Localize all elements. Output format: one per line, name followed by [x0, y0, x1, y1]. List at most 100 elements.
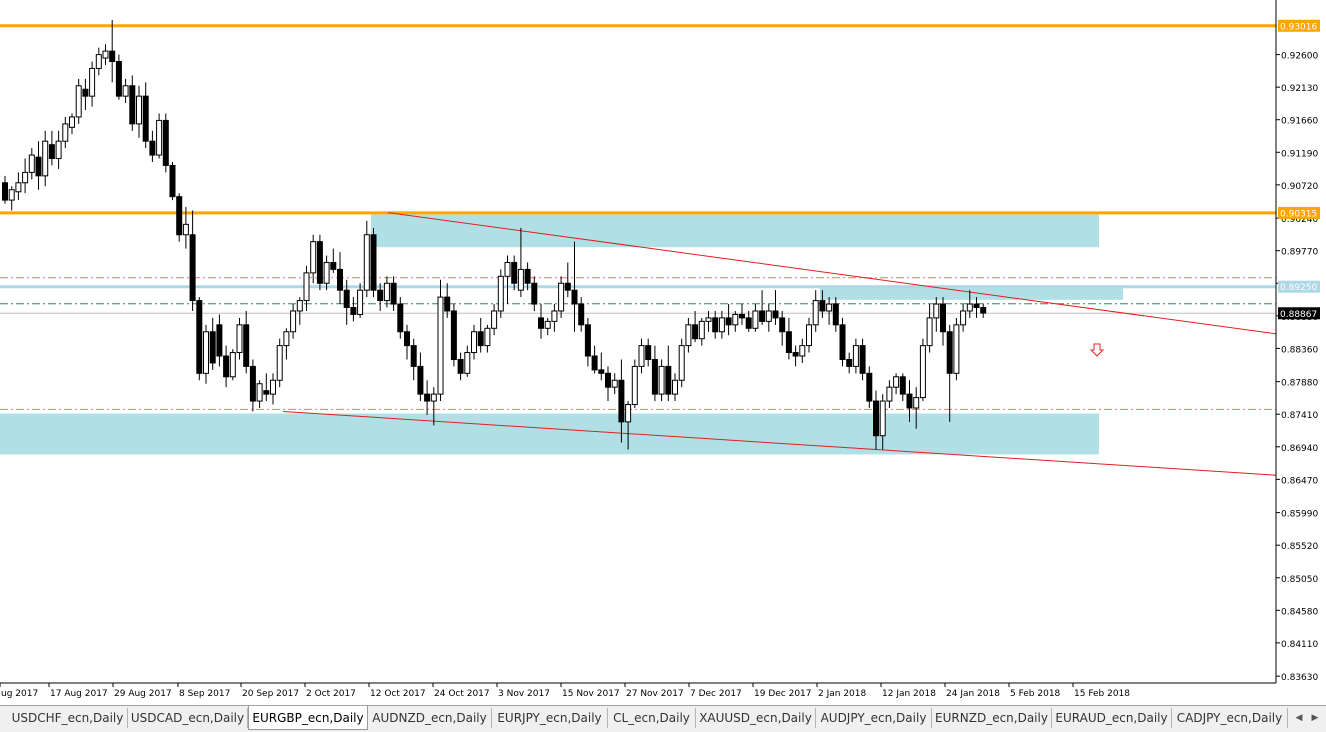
candle: [343, 279, 350, 325]
candle-body: [256, 383, 263, 402]
tab-audnzd-ecn[interactable]: AUDNZD_ecn,Daily: [368, 708, 492, 728]
candle-body: [75, 85, 82, 118]
candle: [866, 366, 873, 408]
tab-euraud-ecn[interactable]: EURAUD_ecn,Daily: [1052, 708, 1172, 728]
candle: [625, 401, 632, 450]
tab-cadjpy-ecn[interactable]: CADJPY_ecn,Daily: [1172, 708, 1288, 728]
candle: [591, 345, 598, 374]
price-tag-label: 0.88867: [1280, 310, 1317, 320]
candle: [236, 317, 243, 360]
price-chart[interactable]: 0.92600 0.92130 0.91660 0.91190 0.90720 0.902…: [0, 0, 1326, 705]
candle-body: [95, 54, 102, 69]
candle: [973, 297, 980, 318]
candle: [444, 283, 451, 318]
tab-audjpy-ecn[interactable]: AUDJPY_ecn,Daily: [816, 708, 932, 728]
candle-body: [819, 300, 826, 312]
candle: [946, 324, 953, 422]
candle-body: [491, 310, 498, 329]
candle-body: [625, 404, 632, 423]
candle-body: [249, 365, 256, 402]
candle-body: [182, 223, 189, 236]
candle: [290, 304, 297, 339]
candle-body: [531, 282, 538, 305]
candle-body: [437, 296, 444, 395]
candle-body: [953, 324, 960, 374]
chevron-left-icon[interactable]: ◀: [1295, 713, 1303, 723]
candle: [55, 130, 62, 169]
candle-body: [142, 95, 149, 142]
candle-body: [752, 310, 759, 329]
candle: [491, 304, 498, 336]
candle: [765, 304, 772, 332]
candle: [169, 161, 176, 201]
candle-body: [323, 261, 330, 284]
candle-body: [477, 331, 484, 347]
y-tick-label: 0.87880: [1281, 379, 1318, 389]
candle: [203, 324, 209, 384]
candle-body: [551, 310, 558, 322]
candle: [75, 78, 82, 124]
x-tick-label: 5 Feb 2018: [1010, 689, 1061, 699]
candle: [638, 338, 645, 374]
candle-body: [571, 289, 578, 305]
candle-body: [417, 365, 424, 395]
tab-eurgbp-ecn[interactable]: EURGBP_ecn,Daily: [248, 706, 368, 730]
tab-cl-ecn[interactable]: CL_ecn,Daily: [608, 708, 696, 728]
candle-body: [471, 331, 477, 354]
candle: [712, 310, 719, 339]
candle-body: [343, 289, 350, 309]
tab-eurnzd-ecn[interactable]: EURNZD_ecn,Daily: [932, 708, 1052, 728]
candle: [966, 290, 973, 318]
zones-layer: [0, 211, 1123, 455]
candle-body: [544, 320, 551, 329]
candle-body: [940, 303, 946, 333]
candle: [852, 338, 859, 374]
candle: [960, 304, 967, 332]
candle-body: [538, 317, 544, 329]
candle-body: [913, 397, 920, 409]
chevron-right-icon[interactable]: ▶: [1311, 713, 1319, 723]
y-tick-label: 0.88360: [1281, 345, 1318, 355]
y-tick-label: 0.92130: [1281, 84, 1318, 94]
trendlines-layer: [282, 212, 1277, 476]
candle-body: [276, 345, 283, 381]
candle: [819, 290, 826, 318]
x-tick-label: 2 Jan 2018: [818, 689, 866, 699]
tab-usdcad-ecn[interactable]: USDCAD_ecn,Daily: [128, 708, 248, 728]
candle: [337, 252, 343, 305]
candle-body: [283, 331, 290, 347]
candle-body: [136, 95, 142, 125]
candle-body: [899, 376, 906, 395]
candle-body: [410, 345, 417, 367]
candles-layer: [2, 19, 1105, 450]
candle: [799, 338, 806, 363]
candle-body: [785, 331, 792, 354]
candle-body: [290, 310, 297, 333]
candle: [450, 304, 457, 367]
candle: [899, 373, 906, 402]
candle: [162, 113, 169, 173]
candle: [189, 210, 196, 311]
tab-eurjpy-ecn[interactable]: EURJPY_ecn,Daily: [492, 708, 608, 728]
candle-body: [524, 268, 531, 284]
candle-body: [866, 372, 873, 402]
tab-usdchf-ecn[interactable]: USDCHF_ecn,Daily: [8, 708, 128, 728]
candle-body: [350, 307, 357, 315]
chart-area[interactable]: 0.92600 0.92130 0.91660 0.91190 0.90720 0.902…: [0, 0, 1326, 705]
candle: [859, 338, 866, 381]
candle: [471, 324, 477, 360]
candle: [779, 310, 786, 346]
candle: [249, 359, 256, 412]
candle: [69, 113, 75, 135]
candle: [906, 380, 913, 422]
candle: [28, 148, 35, 180]
candle: [370, 227, 377, 298]
symbol-tab-bar: USDCHF_ecn,Daily USDCAD_ecn,Daily EURGBP_e…: [0, 705, 1326, 732]
candle: [631, 359, 638, 408]
candle: [759, 290, 766, 325]
candle: [732, 310, 739, 332]
tab-xauusd-ecn[interactable]: XAUUSD_ecn,Daily: [696, 708, 816, 728]
candle-body: [725, 317, 732, 326]
candle: [551, 304, 558, 332]
candle-body: [792, 352, 799, 357]
